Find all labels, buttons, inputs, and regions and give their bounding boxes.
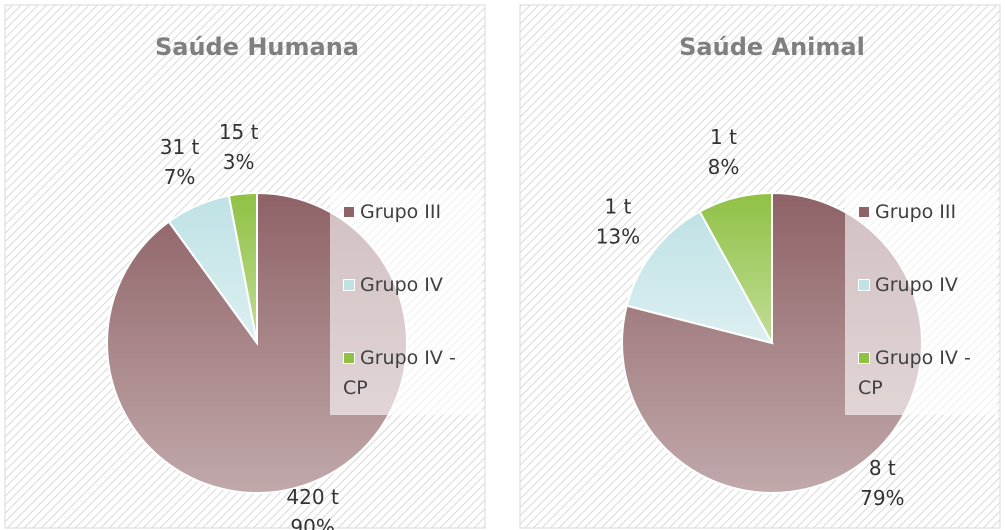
legend-label: Grupo IV bbox=[360, 274, 443, 296]
pie-slice bbox=[698, 191, 773, 344]
legend-item: Grupo IV - CP bbox=[343, 343, 465, 403]
legend-item: Grupo IV bbox=[343, 270, 465, 300]
data-label: 1 t bbox=[604, 194, 631, 218]
legend-swatch bbox=[343, 352, 355, 364]
pie-slice bbox=[625, 210, 774, 345]
legend-item: Grupo III bbox=[343, 197, 465, 227]
legend-swatch bbox=[858, 352, 870, 364]
legend-box bbox=[845, 190, 997, 415]
data-label: 7% bbox=[164, 165, 196, 189]
legend-item: Grupo IV - CP bbox=[858, 343, 980, 403]
legend-swatch bbox=[858, 279, 870, 291]
data-label: 1 t bbox=[710, 125, 737, 149]
legend-label: Grupo III bbox=[360, 201, 442, 223]
data-label: 31 t bbox=[160, 135, 200, 159]
data-label: 15 t bbox=[219, 120, 259, 144]
legend-box bbox=[330, 190, 482, 415]
legend-label: Grupo IV - CP bbox=[858, 347, 971, 399]
chart-title: Saúde Animal bbox=[679, 33, 865, 61]
legend-swatch bbox=[858, 206, 870, 218]
legend-item: Grupo III bbox=[858, 197, 980, 227]
legend-item: Grupo IV bbox=[858, 270, 980, 300]
pie-slice bbox=[227, 191, 258, 344]
legend-swatch bbox=[343, 206, 355, 218]
legend-label: Grupo IV bbox=[875, 274, 958, 296]
data-label: 13% bbox=[596, 224, 640, 248]
legend-label: Grupo III bbox=[875, 201, 957, 223]
data-label: 420 t bbox=[286, 485, 339, 509]
data-label: 8 t bbox=[869, 456, 896, 480]
data-label: 3% bbox=[223, 150, 255, 174]
legend-swatch bbox=[343, 279, 355, 291]
data-label: 90% bbox=[290, 515, 334, 530]
chart-title: Saúde Humana bbox=[155, 33, 359, 61]
data-label: 79% bbox=[860, 486, 904, 510]
data-label: 8% bbox=[708, 155, 740, 179]
legend-label: Grupo IV - CP bbox=[343, 347, 456, 399]
